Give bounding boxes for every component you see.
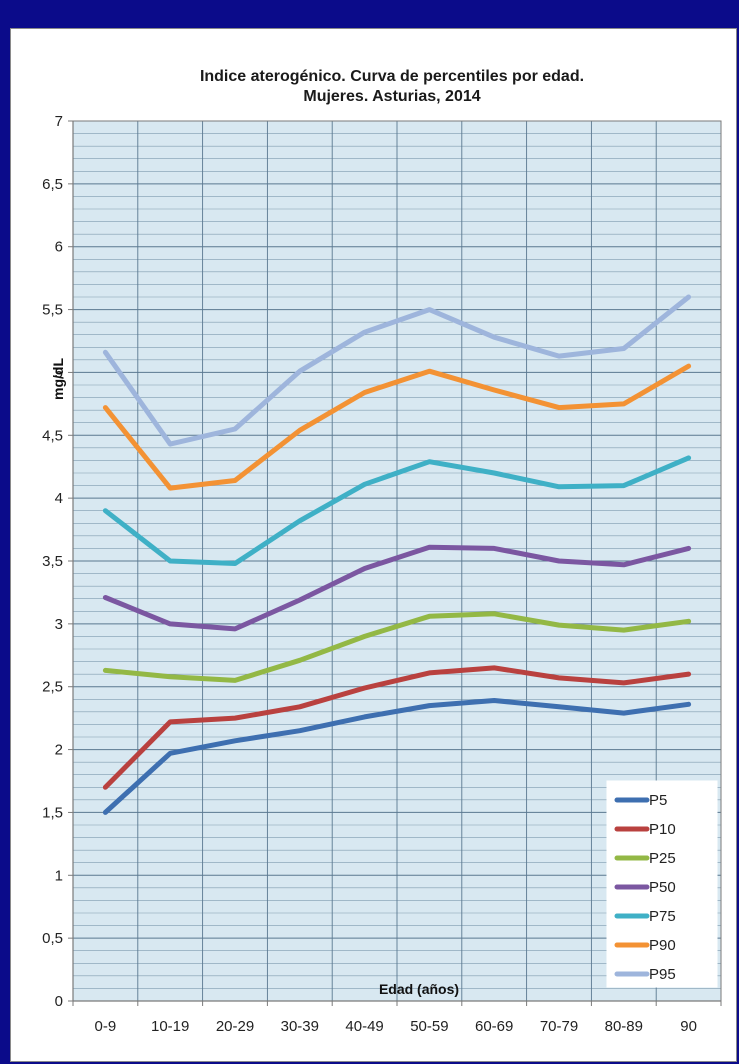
y-tick-label: 0,5	[42, 930, 63, 947]
legend-label-p25: P25	[649, 850, 676, 867]
y-tick-label: 0	[55, 993, 63, 1010]
x-tick-label: 90	[680, 1018, 697, 1035]
axes	[68, 120, 722, 1006]
x-tick-label: 10-19	[151, 1018, 189, 1035]
y-tick-label: 5	[55, 364, 63, 381]
legend-label-p10: P10	[649, 821, 676, 838]
y-axis-title: mg/dL	[50, 358, 66, 400]
x-tick-label: 20-29	[216, 1018, 254, 1035]
x-tick-label: 60-69	[475, 1018, 513, 1035]
x-tick-label: 50-59	[410, 1018, 448, 1035]
series-line-p5	[102, 698, 692, 815]
y-tick-label: 1	[55, 867, 63, 884]
y-tick-label: 4,5	[42, 427, 63, 444]
y-tick-label: 3,5	[42, 553, 63, 570]
series-lines	[102, 294, 692, 815]
y-tick-label: 2	[55, 742, 63, 759]
legend-label-p75: P75	[649, 908, 676, 925]
chart-subtitle: Mujeres. Asturias, 2014	[303, 88, 480, 105]
x-tick-labels: 0-9 10-19 20-29 30-39 40-49 50-59 60-69 70-79 80…	[95, 1018, 697, 1035]
legend: P5 P10 P25 P50 P75 P90 P95	[606, 780, 718, 988]
legend-label-p5: P5	[649, 792, 667, 809]
series-line-p75	[102, 455, 692, 566]
y-tick-label: 5,5	[42, 302, 63, 319]
y-tick-label: 3	[55, 616, 63, 633]
series-line-p10	[102, 665, 692, 790]
x-tick-label: 0-9	[95, 1018, 117, 1035]
legend-label-p95: P95	[649, 966, 676, 983]
y-tick-labels: 0 0,5 1 1,5 2 2,5 3 3,5 4 4,5 5 5,5 6 6,5 7	[42, 113, 63, 1010]
chart-title: Indice aterogénico. Curva de percentiles…	[200, 68, 584, 85]
y-tick-label: 6	[55, 239, 63, 256]
y-tick-label: 4	[55, 490, 63, 507]
x-tick-label: 80-89	[605, 1018, 643, 1035]
y-tick-label: 6,5	[42, 176, 63, 193]
legend-label-p50: P50	[649, 879, 676, 896]
series-line-p90	[102, 363, 692, 491]
x-tick-label: 40-49	[345, 1018, 383, 1035]
series-line-p25	[102, 611, 692, 683]
series-line-p50	[102, 544, 692, 632]
legend-label-p90: P90	[649, 937, 676, 954]
y-tick-label: 1,5	[42, 804, 63, 821]
y-tick-label: 2,5	[42, 679, 63, 696]
legend-box	[606, 780, 718, 988]
x-axis-title: Edad (años)	[379, 981, 459, 997]
chart-card: 0 0,5 1 1,5 2 2,5 3 3,5 4 4,5 5 5,5 6 6,5 7 0-9 10-19 20…	[10, 28, 737, 1062]
y-tick-label: 7	[55, 113, 63, 130]
x-tick-label: 30-39	[281, 1018, 319, 1035]
line-chart: 0 0,5 1 1,5 2 2,5 3 3,5 4 4,5 5 5,5 6 6,5 7 0-9 10-19 20…	[42, 68, 722, 1035]
series-line-p95	[102, 294, 692, 447]
x-tick-label: 70-79	[540, 1018, 578, 1035]
